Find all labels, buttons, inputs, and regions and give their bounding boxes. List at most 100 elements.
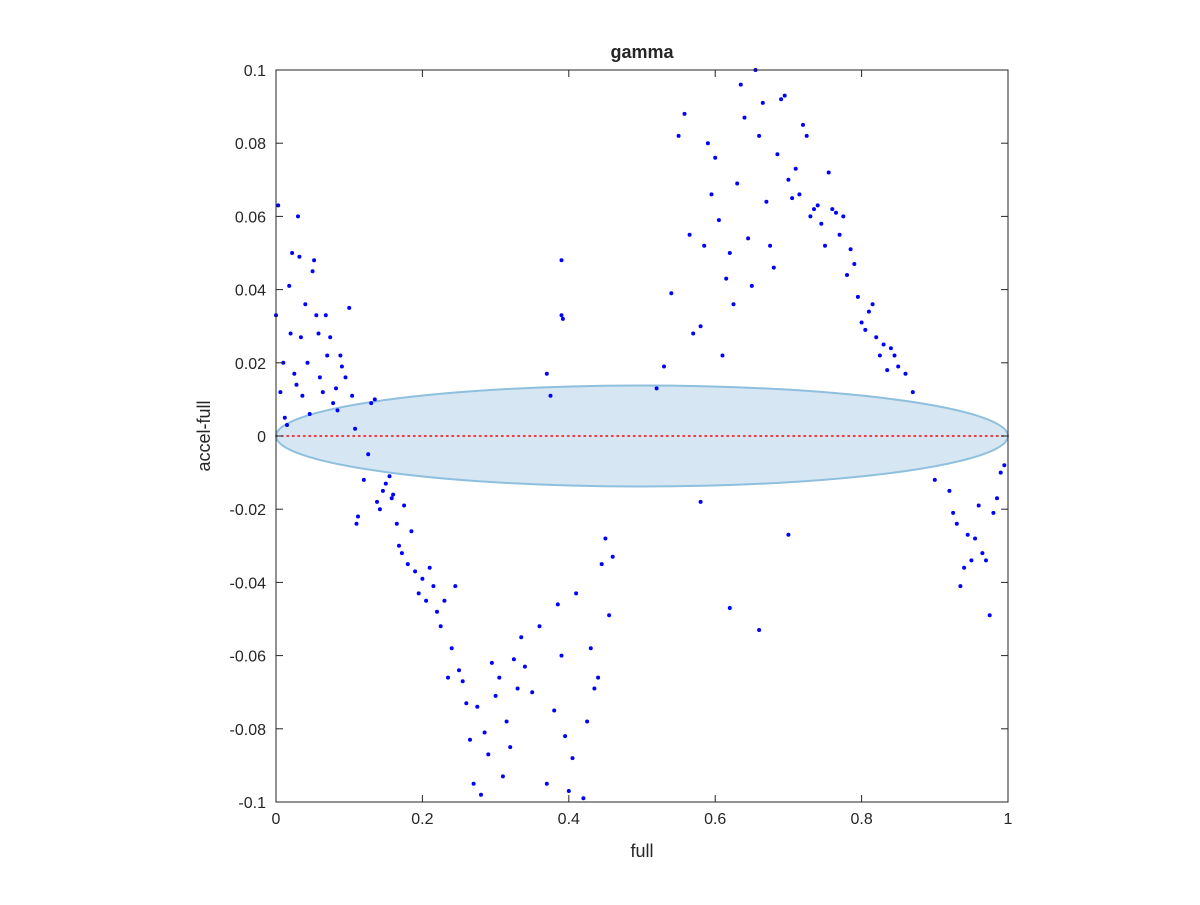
data-point bbox=[383, 481, 388, 486]
data-point bbox=[782, 93, 787, 98]
data-point bbox=[819, 221, 824, 226]
data-point bbox=[841, 214, 846, 219]
data-point bbox=[735, 181, 740, 186]
data-point bbox=[300, 393, 305, 398]
data-point bbox=[489, 660, 494, 665]
x-tick-label: 0.6 bbox=[704, 811, 726, 828]
data-point bbox=[325, 353, 330, 358]
data-point bbox=[793, 166, 798, 171]
data-point bbox=[338, 353, 343, 358]
data-point bbox=[497, 675, 502, 680]
data-point bbox=[449, 646, 454, 651]
data-point bbox=[874, 335, 879, 340]
data-point bbox=[409, 529, 414, 534]
data-point bbox=[500, 774, 505, 779]
data-point bbox=[881, 342, 886, 347]
data-point bbox=[932, 477, 937, 482]
data-point bbox=[347, 305, 352, 310]
data-point bbox=[446, 675, 450, 680]
data-point bbox=[282, 415, 287, 420]
data-point bbox=[764, 199, 769, 204]
data-point bbox=[837, 232, 842, 237]
data-point bbox=[519, 635, 524, 640]
data-point bbox=[607, 613, 612, 618]
data-point bbox=[548, 393, 553, 398]
data-point bbox=[801, 122, 805, 127]
data-point bbox=[522, 664, 527, 669]
data-point bbox=[698, 324, 703, 329]
data-point bbox=[353, 426, 358, 431]
data-point bbox=[317, 375, 322, 380]
data-point bbox=[416, 591, 421, 596]
data-point bbox=[786, 177, 791, 182]
data-point bbox=[885, 368, 890, 373]
data-point bbox=[720, 353, 725, 358]
data-point bbox=[731, 302, 736, 307]
data-point bbox=[372, 397, 377, 402]
data-point bbox=[361, 477, 366, 482]
x-tick-label: 0.2 bbox=[411, 811, 433, 828]
data-point bbox=[402, 503, 407, 508]
data-point bbox=[427, 565, 432, 570]
data-point bbox=[585, 719, 590, 724]
data-point bbox=[366, 452, 371, 457]
data-point bbox=[749, 283, 754, 288]
data-point bbox=[464, 701, 469, 706]
data-point bbox=[405, 562, 410, 567]
data-point bbox=[560, 316, 565, 321]
chart-title: gamma bbox=[610, 42, 674, 62]
data-point bbox=[669, 291, 674, 296]
data-point bbox=[804, 133, 809, 138]
data-point bbox=[888, 346, 893, 351]
data-point bbox=[468, 737, 472, 742]
data-point bbox=[892, 353, 897, 358]
data-point bbox=[387, 474, 392, 479]
data-point bbox=[980, 551, 985, 556]
y-tick-label: 0 bbox=[257, 429, 266, 446]
data-point bbox=[738, 82, 743, 87]
data-point bbox=[563, 734, 568, 739]
data-point bbox=[297, 254, 302, 259]
tick-labels: 0 0.2 0.4 0.6 0.8 1 -0.1 -0.08 -0.06 -0.04 -0.02 0 0… bbox=[230, 63, 1013, 828]
x-tick-label: 0 bbox=[272, 811, 281, 828]
data-point bbox=[757, 628, 762, 632]
data-point bbox=[610, 554, 615, 559]
data-point bbox=[552, 708, 557, 713]
data-point bbox=[596, 675, 601, 680]
data-point bbox=[511, 657, 516, 662]
data-point bbox=[508, 745, 513, 750]
data-point bbox=[995, 496, 999, 501]
data-point bbox=[896, 364, 901, 369]
data-point bbox=[877, 353, 882, 358]
data-point bbox=[691, 331, 696, 336]
y-tick-label: 0.04 bbox=[235, 283, 266, 300]
y-tick-label: -0.1 bbox=[238, 795, 266, 812]
data-point bbox=[435, 609, 439, 614]
x-tick-label: 0.4 bbox=[558, 811, 580, 828]
y-tick-label: -0.02 bbox=[230, 502, 267, 519]
data-point bbox=[866, 309, 871, 314]
data-point bbox=[823, 243, 827, 248]
data-point bbox=[654, 386, 659, 391]
data-point bbox=[808, 214, 813, 219]
data-point bbox=[334, 386, 338, 391]
x-tick-label: 0.8 bbox=[850, 811, 872, 828]
data-point bbox=[962, 565, 967, 570]
data-point bbox=[457, 668, 461, 673]
data-point bbox=[544, 371, 549, 376]
data-point bbox=[493, 693, 498, 698]
data-point bbox=[581, 796, 586, 801]
data-point bbox=[420, 576, 425, 581]
data-point bbox=[716, 218, 721, 223]
data-point bbox=[328, 335, 333, 340]
data-point bbox=[705, 141, 710, 146]
data-point bbox=[910, 390, 915, 395]
data-point bbox=[369, 401, 374, 406]
data-point bbox=[588, 646, 593, 651]
y-tick-label: -0.04 bbox=[230, 575, 267, 592]
data-point bbox=[389, 496, 394, 501]
data-point bbox=[566, 789, 571, 793]
data-point bbox=[320, 390, 325, 395]
y-tick-label: -0.08 bbox=[230, 722, 267, 739]
